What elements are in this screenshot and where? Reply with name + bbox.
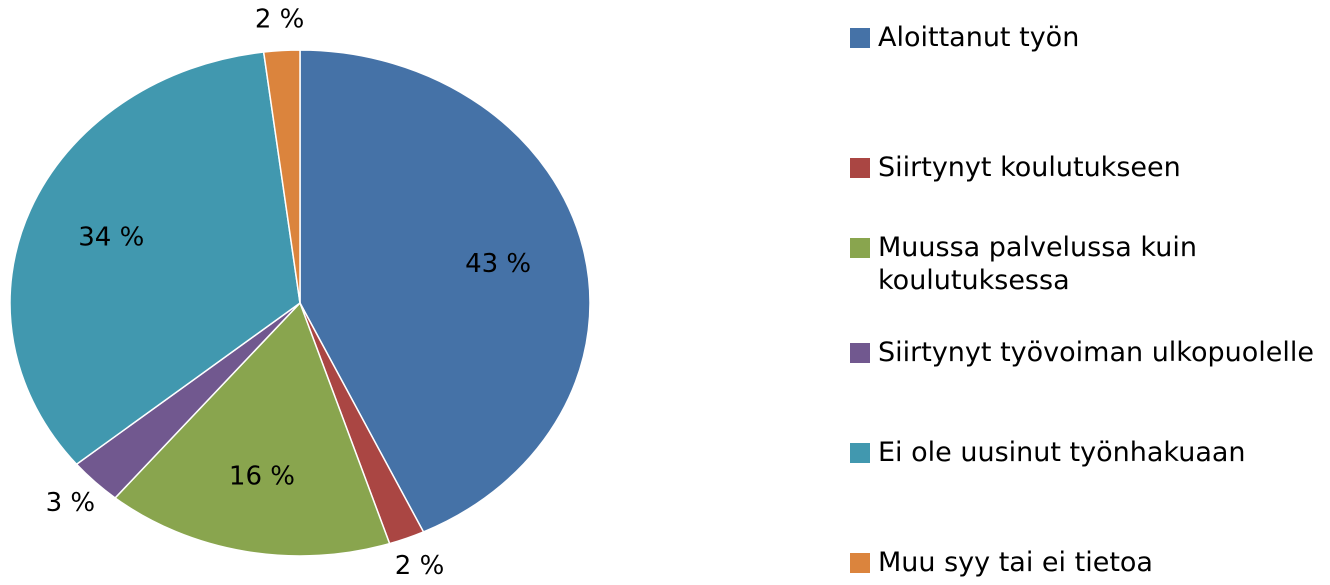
legend-swatch xyxy=(850,238,870,258)
pie-slice xyxy=(9,51,301,466)
data-label: 16 % xyxy=(229,461,295,491)
legend-item: Aloittanut työn xyxy=(850,21,1320,54)
legend-swatch xyxy=(850,343,870,363)
pie-slice xyxy=(262,49,301,304)
legend-label: Siirtynyt koulutukseen xyxy=(878,152,1181,183)
legend-swatch xyxy=(850,158,870,178)
legend-item: Ei ole uusinut työnhakuaan xyxy=(850,436,1320,469)
legend-item: Siirtynyt työvoiman ulkopuolelle xyxy=(850,336,1320,369)
legend-item: Siirtynyt koulutukseen xyxy=(850,151,1320,184)
data-label: 43 % xyxy=(465,249,531,279)
legend-item: Muussa palvelussa kuin koulutuksessa xyxy=(850,231,1320,297)
legend-label: Ei ole uusinut työnhakuaan xyxy=(878,437,1246,468)
legend-swatch xyxy=(850,553,870,573)
chart: 43 % 2 % 16 % 3 % 34 % 2 % xyxy=(9,5,591,581)
legend-item: Muu syy tai ei tietoa xyxy=(850,546,1320,579)
data-label: 3 % xyxy=(46,488,96,518)
legend-swatch xyxy=(850,28,870,48)
data-label: 34 % xyxy=(78,222,144,252)
legend-label: Muu syy tai ei tietoa xyxy=(878,547,1153,578)
legend-label: Siirtynyt työvoiman ulkopuolelle xyxy=(878,337,1314,368)
legend-label: Aloittanut työn xyxy=(878,22,1080,53)
legend-swatch xyxy=(850,443,870,463)
data-label: 2 % xyxy=(395,551,445,581)
pie-slice xyxy=(299,49,591,533)
pie-slice xyxy=(114,301,391,557)
legend-label: Muussa palvelussa kuin koulutuksessa xyxy=(878,232,1197,296)
data-label: 2 % xyxy=(255,5,305,35)
